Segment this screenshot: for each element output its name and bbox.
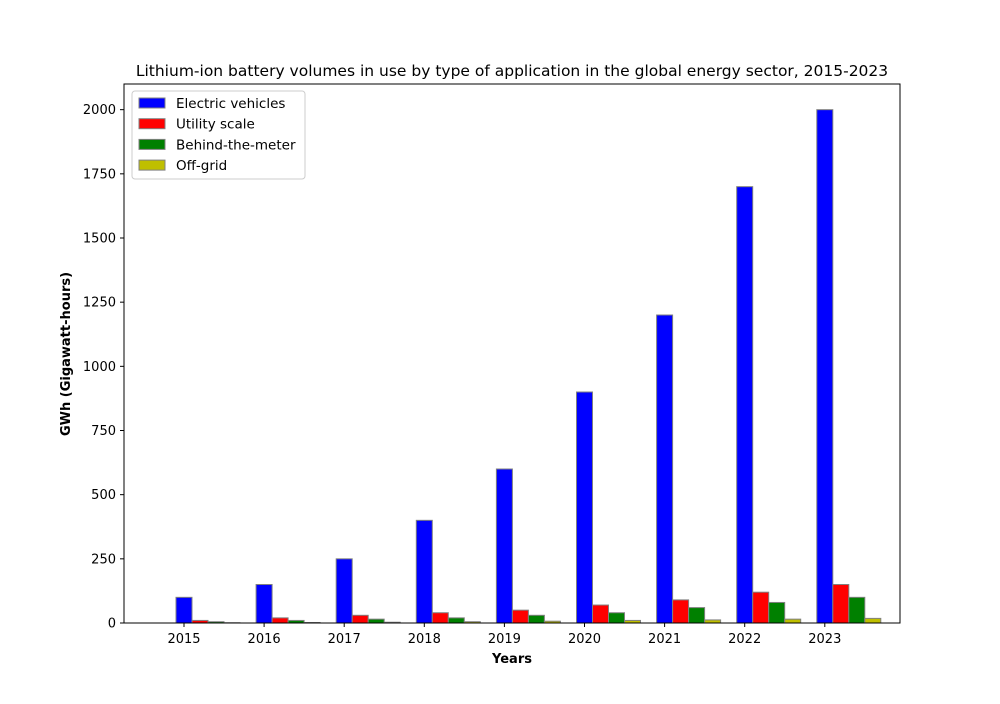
legend: Electric vehicles Utility scale Behind-the… [132, 91, 305, 179]
y-tick-label-1250: 1250 [83, 296, 116, 311]
bar-off-grid-2023 [865, 618, 881, 623]
bar-utility-scale-2017 [352, 615, 368, 623]
bar-electric-vehicles-2017 [336, 559, 352, 623]
y-tick-label-1500: 1500 [83, 232, 116, 247]
x-tick-label-2021: 2021 [648, 632, 681, 647]
y-tick-label-1000: 1000 [83, 360, 116, 375]
bar-behind-the-meter-2023 [849, 597, 865, 623]
y-tick-label-1750: 1750 [83, 167, 116, 182]
x-tick-label-2022: 2022 [728, 632, 761, 647]
y-axis: 0 250 500 750 1000 1250 1500 1750 2000 [83, 103, 124, 631]
bar-electric-vehicles-2020 [577, 392, 593, 623]
y-tick-label-250: 250 [91, 552, 116, 567]
legend-label-behind-the-meter: Behind-the-meter [176, 137, 296, 153]
x-tick-label-2016: 2016 [248, 632, 281, 647]
legend-swatch-electric-vehicles [139, 98, 165, 108]
bar-utility-scale-2021 [673, 600, 689, 623]
legend-label-off-grid: Off-grid [176, 158, 227, 174]
legend-label-utility-scale: Utility scale [176, 117, 255, 133]
bar-utility-scale-2016 [272, 618, 288, 623]
chart-title: Lithium-ion battery volumes in use by ty… [136, 62, 888, 80]
y-tick-label-2000: 2000 [83, 103, 116, 118]
bar-behind-the-meter-2017 [368, 619, 384, 623]
x-tick-label-2023: 2023 [808, 632, 841, 647]
x-tick-label-2020: 2020 [568, 632, 601, 647]
bar-behind-the-meter-2020 [609, 613, 625, 623]
bar-electric-vehicles-2023 [817, 110, 833, 623]
bar-behind-the-meter-2021 [689, 608, 705, 623]
legend-swatch-off-grid [139, 160, 165, 170]
legend-swatch-behind-the-meter [139, 139, 165, 149]
bars-group [176, 110, 881, 623]
bar-utility-scale-2022 [753, 592, 769, 623]
legend-swatch-utility-scale [139, 119, 165, 129]
bar-behind-the-meter-2018 [448, 618, 464, 623]
y-tick-label-0: 0 [108, 617, 116, 632]
x-tick-label-2019: 2019 [488, 632, 521, 647]
bar-electric-vehicles-2015 [176, 597, 192, 623]
bar-utility-scale-2018 [432, 613, 448, 623]
y-tick-label-750: 750 [91, 424, 116, 439]
bar-electric-vehicles-2019 [496, 469, 512, 623]
y-axis-label: GWh (Gigawatt-hours) [59, 272, 74, 436]
bar-electric-vehicles-2022 [737, 187, 753, 623]
bar-electric-vehicles-2016 [256, 585, 272, 624]
bar-utility-scale-2019 [512, 610, 528, 623]
bar-behind-the-meter-2019 [528, 615, 544, 623]
bar-behind-the-meter-2022 [769, 602, 785, 623]
x-tick-label-2018: 2018 [408, 632, 441, 647]
y-tick-label-500: 500 [91, 488, 116, 503]
bar-utility-scale-2023 [833, 585, 849, 624]
x-tick-label-2015: 2015 [167, 632, 200, 647]
bar-utility-scale-2020 [593, 605, 609, 623]
legend-label-electric-vehicles: Electric vehicles [176, 96, 285, 112]
bar-electric-vehicles-2021 [657, 315, 673, 623]
bar-electric-vehicles-2018 [416, 520, 432, 623]
x-axis-label: Years [491, 652, 532, 667]
bar-off-grid-2022 [785, 619, 801, 623]
x-tick-label-2017: 2017 [328, 632, 361, 647]
x-axis: 2015 2016 2017 2018 2019 2020 2021 2022 2023 [167, 623, 841, 647]
